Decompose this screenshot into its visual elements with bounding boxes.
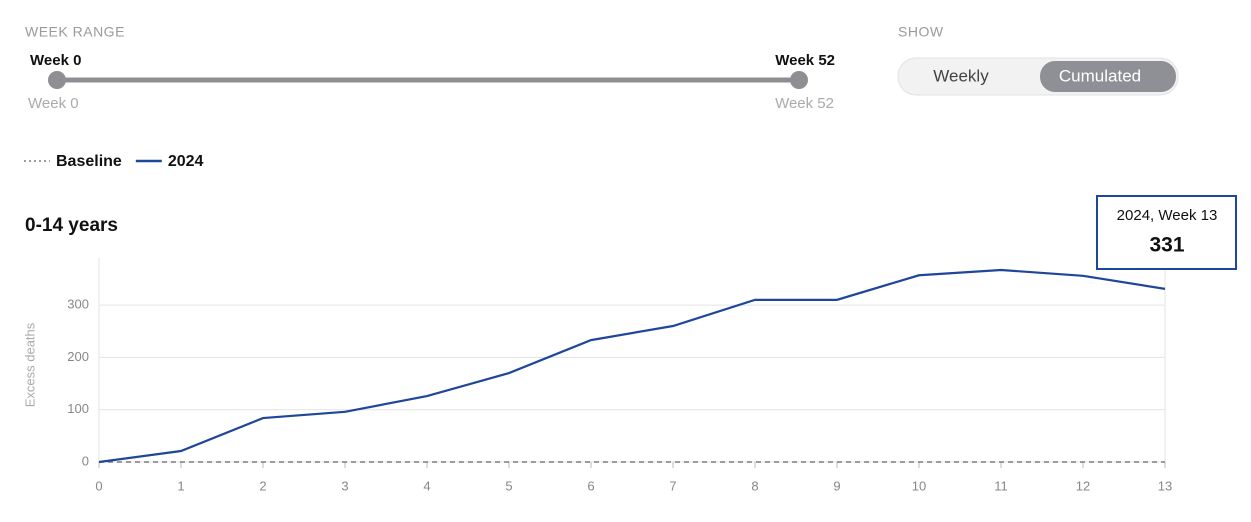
y-axis-label: Excess deaths (22, 322, 37, 407)
toggle-option[interactable]: Cumulated (1059, 66, 1141, 85)
x-tick-label: 0 (95, 478, 102, 493)
toggle-selected[interactable] (1040, 61, 1176, 92)
chart-title: 0-14 years (25, 215, 118, 236)
tooltip-title: 2024, Week 13 (1117, 207, 1218, 224)
slider-handle[interactable] (790, 71, 808, 89)
y-tick-label: 100 (67, 401, 89, 416)
range-min: Week 0 (28, 95, 79, 112)
x-tick-label: 9 (833, 478, 840, 493)
tooltip-value: 331 (1149, 234, 1184, 257)
x-tick-label: 1 (177, 478, 184, 493)
slider-handle[interactable] (48, 71, 66, 89)
show-label: SHOW (898, 24, 944, 40)
x-tick-label: 3 (341, 478, 348, 493)
x-tick-label: 4 (423, 478, 430, 493)
range-start: Week 0 (30, 52, 81, 69)
x-tick-label: 6 (587, 478, 594, 493)
x-tick-label: 10 (912, 478, 926, 493)
y-tick-label: 200 (67, 349, 89, 364)
y-tick-label: 300 (67, 297, 89, 312)
x-tick-label: 13 (1158, 478, 1172, 493)
x-tick-label: 5 (505, 478, 512, 493)
x-tick-label: 12 (1076, 478, 1090, 493)
week-range-label: WEEK RANGE (25, 24, 125, 40)
x-tick-label: 7 (669, 478, 676, 493)
range-end: Week 52 (775, 52, 835, 69)
range-max: Week 52 (775, 95, 834, 112)
x-tick-label: 11 (994, 478, 1008, 493)
toggle-option[interactable]: Weekly (933, 66, 989, 85)
x-tick-label: 8 (751, 478, 758, 493)
series-line (98, 268, 1166, 464)
legend-label: Baseline (56, 153, 122, 170)
y-tick-label: 0 (82, 453, 89, 468)
x-tick-label: 2 (259, 478, 266, 493)
tooltip (1096, 195, 1237, 270)
legend-label: 2024 (168, 153, 204, 170)
